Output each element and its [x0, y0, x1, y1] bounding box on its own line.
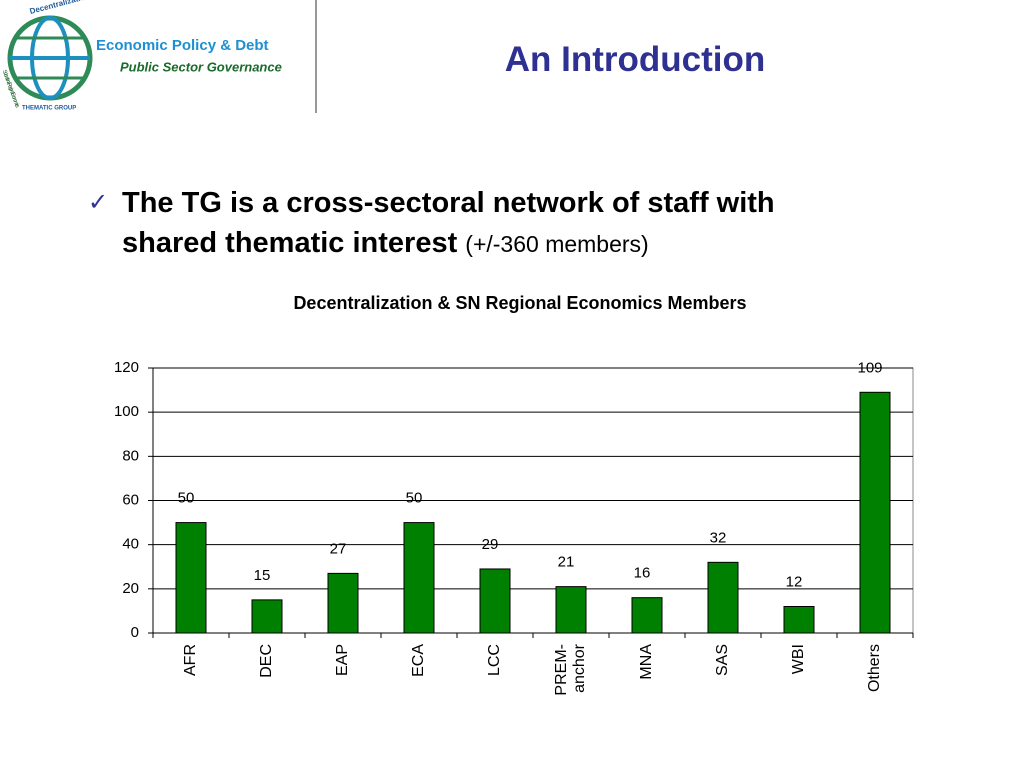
y-tick-label: 80 [122, 447, 139, 464]
value-label: 50 [406, 490, 423, 507]
x-tick-label: DEC [258, 644, 275, 678]
bar [859, 391, 891, 634]
y-tick-label: 60 [122, 491, 139, 508]
bullet: ✓ The TG is a cross-sectoral network of … [88, 183, 888, 264]
bar [175, 522, 207, 634]
value-label: 109 [857, 359, 882, 376]
y-tick-label: 100 [114, 403, 139, 420]
logo-group: THEMATIC GROUP [22, 106, 76, 112]
value-label: 29 [482, 536, 499, 553]
bar [631, 597, 663, 634]
bar [479, 568, 511, 634]
x-tick-label: WBI [790, 644, 807, 674]
x-tick-label: SAS [714, 644, 731, 676]
bar [403, 522, 435, 634]
x-tick-label: AFR [182, 644, 199, 676]
logo-arc: Decentralization [29, 0, 91, 16]
x-tick-label: LCC [486, 644, 503, 676]
chart-title: Decentralization & SN Regional Economics… [293, 293, 746, 313]
x-tick-label: ECA [410, 644, 427, 677]
bar [783, 606, 815, 634]
bullet-text: The TG is a cross-sectoral network of st… [122, 183, 862, 264]
x-tick-label: EAP [334, 644, 351, 676]
bullet-bold: The TG is a cross-sectoral network of st… [122, 187, 775, 259]
logo-arc: Subnational Regional Economics [1, 69, 20, 109]
logo-line1: Economic Policy & Debt [96, 37, 269, 54]
checkmark: ✓ [88, 189, 109, 216]
x-tick-label: Others [866, 644, 883, 692]
y-tick-label: 40 [122, 536, 139, 553]
slide-title: An Introduction [504, 40, 766, 79]
y-tick-label: 20 [122, 580, 139, 597]
value-label: 50 [178, 490, 195, 507]
logo-line2: Public Sector Governance [120, 59, 282, 74]
bar [251, 599, 283, 634]
x-tick-label: PREM-anchor [553, 643, 588, 695]
value-label: 12 [786, 573, 803, 590]
bar [327, 572, 359, 634]
bar [707, 561, 739, 634]
value-label: 16 [634, 565, 651, 582]
bullet-note: (+/-360 members) [465, 231, 649, 257]
value-label: 27 [330, 540, 347, 557]
y-tick-label: 0 [131, 624, 139, 641]
value-label: 21 [558, 554, 575, 571]
y-tick-label: 120 [114, 359, 139, 376]
logo: Decentralization Subnational Regional Ec… [1, 0, 317, 113]
plot-area [152, 367, 914, 634]
x-tick-label: MNA [638, 644, 655, 680]
bar [555, 586, 587, 634]
value-label: 15 [254, 567, 271, 584]
value-label: 32 [710, 529, 727, 546]
